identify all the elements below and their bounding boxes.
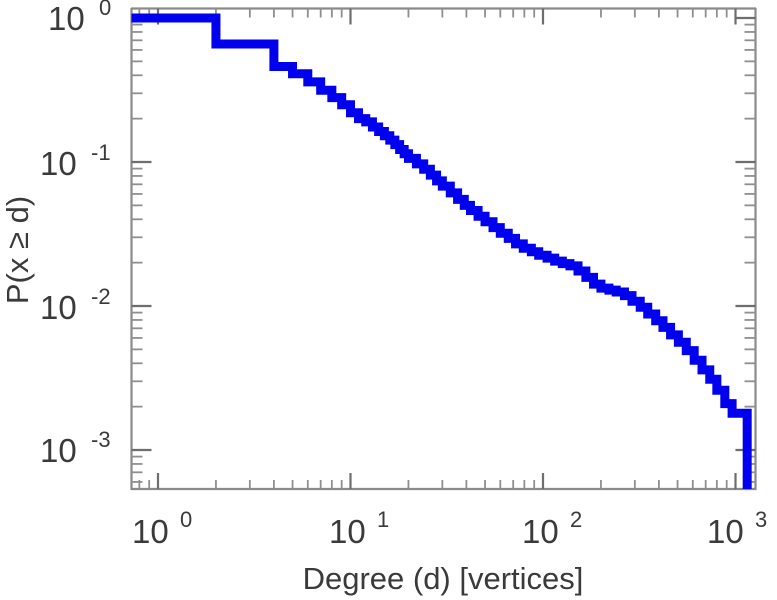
plot-frame: [130, 7, 757, 491]
y-tick-exponent-3: -3: [91, 427, 111, 452]
x-tick-exponent-1: 1: [377, 507, 389, 532]
y-tick-label-1: 10: [40, 145, 77, 182]
y-axis-title: P(x ≥ d): [0, 196, 35, 304]
x-tick-exponent-0: 0: [180, 507, 192, 532]
y-tick-exponent-2: -2: [91, 284, 111, 309]
x-tick-exponent-3: 3: [755, 507, 767, 532]
y-tick-labels: 10 0 10 -1 10 -2 10 -3: [40, 0, 111, 469]
x-tick-label-1: 10: [329, 513, 366, 550]
y-tick-label-2: 10: [40, 289, 77, 326]
x-tick-label-0: 10: [132, 513, 169, 550]
x-tick-labels: 10 0 10 1 10 2 10 3: [132, 507, 767, 550]
y-tick-label-3: 10: [40, 432, 77, 469]
y-tick-label-0: 10: [48, 0, 85, 37]
y-tick-exponent-0: 0: [99, 0, 111, 20]
x-tick-exponent-2: 2: [570, 507, 582, 532]
x-tick-label-3: 10: [707, 513, 744, 550]
data-series-group: [131, 13, 752, 489]
ccdf-curve: [131, 13, 752, 489]
x-tick-label-2: 10: [522, 513, 559, 550]
y-tick-exponent-1: -1: [91, 140, 111, 165]
x-axis-title: Degree (d) [vertices]: [303, 561, 584, 596]
